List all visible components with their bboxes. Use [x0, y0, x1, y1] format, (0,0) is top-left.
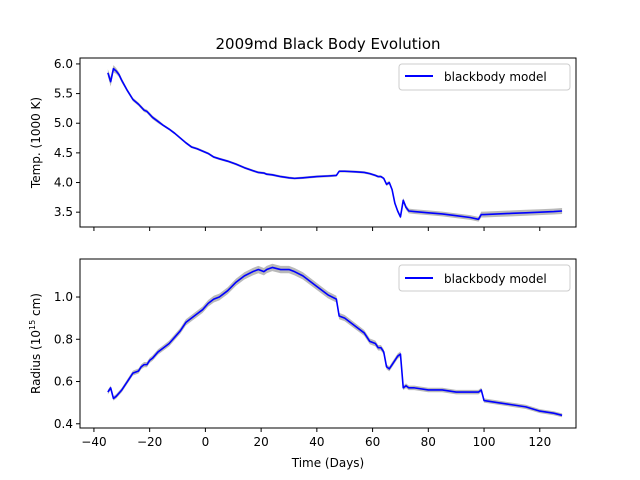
radius-legend: blackbody model — [398, 264, 571, 292]
temperature-legend-box — [398, 63, 571, 91]
temperature-xticks — [93, 227, 541, 231]
radius-ytick-label-3: 1.0 — [54, 290, 73, 304]
radius-line-layer — [107, 266, 563, 417]
radius-xtick-label-2: 0 — [202, 435, 210, 449]
chart-title: 2009md Black Body Evolution — [216, 35, 441, 53]
radius-ytick-label-2: 0.8 — [54, 332, 73, 346]
temperature-legend: blackbody model — [398, 63, 571, 91]
radius-axes-frame — [79, 258, 577, 429]
temperature-ytick-label-3: 5.0 — [54, 116, 73, 130]
radius-xtick-label-4: 40 — [309, 435, 324, 449]
temperature-series-line-0 — [107, 67, 563, 221]
temperature-ytick-label-2: 4.5 — [54, 146, 73, 160]
radius-series-line-0 — [107, 266, 563, 417]
temperature-y-axis-label: Temp. (1000 K) — [29, 97, 43, 189]
temperature-axes-frame — [79, 57, 577, 228]
radius-panel: −40 −20 0 20 40 60 80 100 120 0.4 0.6 0.8 1.0 Radiu… — [28, 258, 577, 470]
radius-xticks: −40 −20 0 20 40 60 80 100 120 — [81, 428, 551, 449]
radius-xtick-label-7: 100 — [473, 435, 496, 449]
x-axis-label: Time (Days) — [291, 456, 365, 470]
temperature-legend-label: blackbody model — [444, 70, 547, 84]
radius-legend-label: blackbody model — [444, 272, 547, 286]
radius-xtick-label-6: 80 — [421, 435, 436, 449]
radius-xtick-label-1: −20 — [137, 435, 162, 449]
radius-y-axis-label: Radius (1015 cm) — [28, 293, 43, 394]
radius-ytick-label-1: 0.6 — [54, 375, 73, 389]
temperature-ytick-label-4: 5.5 — [54, 87, 73, 101]
radius-xtick-label-3: 20 — [253, 435, 268, 449]
radius-y-label-part-1: Radius (10 — [29, 330, 43, 394]
radius-ytick-label-0: 0.4 — [54, 417, 73, 431]
temperature-ytick-label-1: 4.0 — [54, 176, 73, 190]
radius-y-label-exponent: 15 — [28, 320, 37, 330]
radius-y-label-part-3: cm) — [29, 293, 43, 320]
temperature-ytick-label-5: 6.0 — [54, 57, 73, 71]
radius-legend-box — [398, 264, 571, 292]
temperature-panel: 3.5 4.0 4.5 5.0 5.5 6.0 Temp. (1000 K) blackb… — [29, 57, 577, 231]
radius-xtick-label-0: −40 — [81, 435, 106, 449]
radius-yticks: 0.4 0.6 0.8 1.0 — [54, 290, 80, 431]
radius-xtick-label-5: 60 — [365, 435, 380, 449]
temperature-ytick-label-0: 3.5 — [54, 205, 73, 219]
radius-xtick-label-8: 120 — [528, 435, 551, 449]
temperature-yticks: 3.5 4.0 4.5 5.0 5.5 6.0 — [54, 57, 80, 219]
temperature-line-layer — [107, 67, 563, 221]
